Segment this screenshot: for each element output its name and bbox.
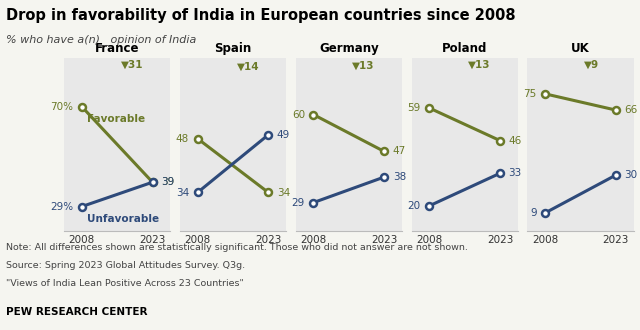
- Text: 39: 39: [161, 177, 174, 187]
- Text: ▼9: ▼9: [584, 59, 599, 70]
- Text: 30: 30: [625, 170, 637, 180]
- Title: Germany: Germany: [319, 42, 379, 55]
- Text: 34: 34: [277, 187, 290, 197]
- Text: ▼14: ▼14: [237, 62, 259, 72]
- Text: 59: 59: [408, 103, 420, 113]
- Text: 66: 66: [625, 105, 637, 115]
- Text: Favorable: Favorable: [88, 114, 145, 124]
- Text: Source: Spring 2023 Global Attitudes Survey. Q3g.: Source: Spring 2023 Global Attitudes Sur…: [6, 261, 246, 270]
- Text: Unfavorable: Unfavorable: [88, 214, 159, 224]
- Text: 39: 39: [161, 177, 174, 187]
- Title: Poland: Poland: [442, 42, 487, 55]
- Title: Spain: Spain: [214, 42, 252, 55]
- Text: 70%: 70%: [50, 102, 73, 112]
- Text: opinion of India: opinion of India: [107, 35, 196, 45]
- Text: 20: 20: [408, 201, 420, 211]
- Text: 33: 33: [509, 168, 522, 178]
- Title: UK: UK: [571, 42, 590, 55]
- Text: ▼13: ▼13: [468, 60, 491, 70]
- Text: 75: 75: [524, 89, 536, 99]
- Text: ▼13: ▼13: [353, 61, 375, 71]
- Text: 48: 48: [176, 134, 189, 144]
- Text: 29%: 29%: [50, 202, 73, 212]
- Text: 60: 60: [292, 110, 305, 119]
- Title: France: France: [95, 42, 140, 55]
- Text: 29: 29: [292, 198, 305, 208]
- Text: 49: 49: [277, 130, 290, 140]
- Text: "Views of India Lean Positive Across 23 Countries": "Views of India Lean Positive Across 23 …: [6, 279, 244, 288]
- Text: Drop in favorability of India in European countries since 2008: Drop in favorability of India in Europea…: [6, 8, 516, 23]
- Text: Note: All differences shown are statistically significant. Those who did not ans: Note: All differences shown are statisti…: [6, 243, 468, 251]
- Text: 34: 34: [176, 187, 189, 197]
- Text: 46: 46: [509, 136, 522, 146]
- Text: __: __: [97, 35, 112, 45]
- Text: 38: 38: [393, 172, 406, 182]
- Text: 47: 47: [393, 147, 406, 156]
- Text: PEW RESEARCH CENTER: PEW RESEARCH CENTER: [6, 307, 148, 317]
- Text: % who have a(n): % who have a(n): [6, 35, 104, 45]
- Text: 9: 9: [530, 208, 536, 218]
- Text: ▼31: ▼31: [121, 60, 143, 70]
